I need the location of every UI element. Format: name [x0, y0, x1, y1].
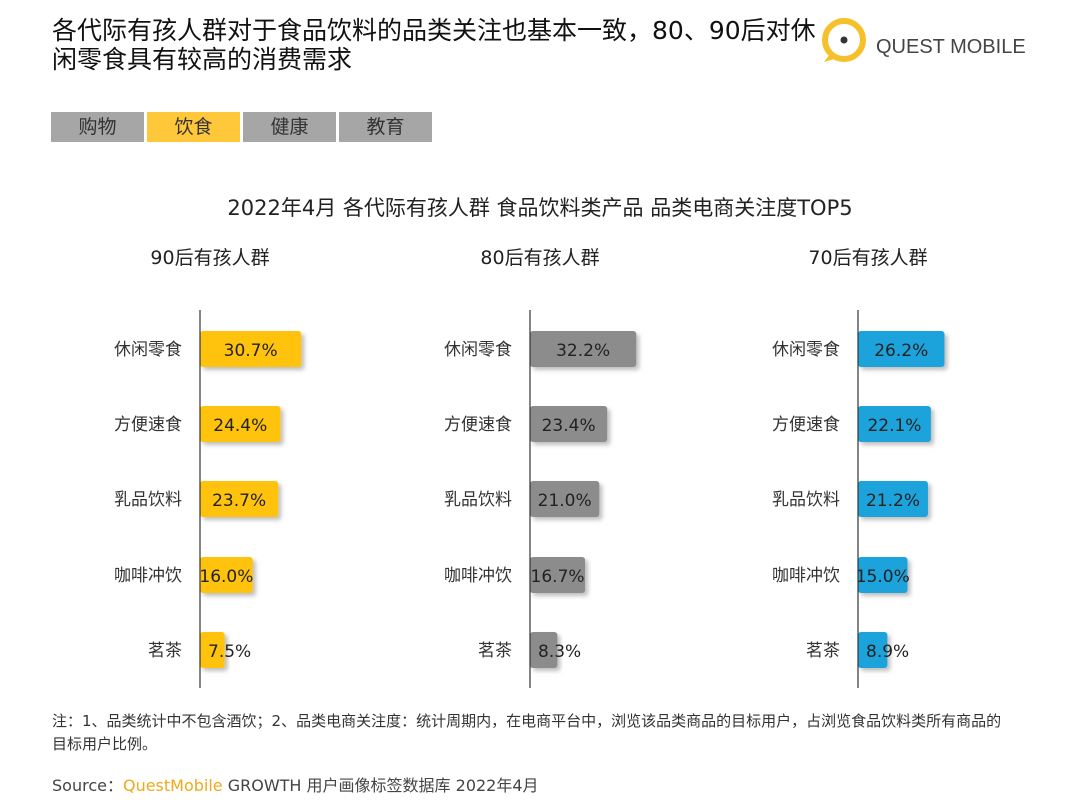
panel-title-80s: 80后有孩人群: [480, 247, 600, 269]
category-label: 咖啡冲饮: [114, 566, 182, 586]
category-label: 方便速食: [772, 415, 840, 435]
category-label: 咖啡冲饮: [444, 566, 512, 586]
logo-text: QUEST MOBILE: [876, 35, 1026, 58]
data-label: 26.2%: [874, 341, 928, 361]
bar: [200, 557, 253, 593]
logo-icon: [822, 18, 866, 62]
category-label: 咖啡冲饮: [772, 566, 840, 586]
bar: [200, 632, 225, 668]
bar: [530, 632, 558, 668]
data-label: 15.0%: [856, 567, 910, 587]
bar: [200, 406, 281, 442]
category-tabs: 购物 饮食 健康 教育: [51, 112, 432, 142]
data-label: 16.0%: [199, 567, 253, 587]
source-brand: QuestMobile: [122, 776, 223, 795]
bar: [530, 481, 600, 517]
source-line: Source：QuestMobile GROWTH 用户画像标签数据库 2022…: [52, 772, 539, 796]
bar: [858, 557, 908, 593]
questmobile-logo: QUEST MOBILE: [818, 14, 1026, 66]
tab-education[interactable]: 教育: [339, 112, 432, 142]
chart-title: 2022年4月 各代际有孩人群 食品饮料类产品 品类电商关注度TOP5: [227, 196, 853, 220]
data-label: 21.2%: [866, 491, 920, 511]
footnote: 注：1、品类统计中不包含酒饮；2、品类电商关注度：统计周期内，在电商平台中，浏览…: [52, 712, 1002, 753]
bar: [530, 557, 586, 593]
category-label: 休闲零食: [444, 340, 512, 360]
bar: [530, 331, 637, 367]
panel-title-70s: 70后有孩人群: [808, 247, 928, 269]
data-label: 23.4%: [542, 416, 596, 436]
data-label: 32.2%: [556, 341, 610, 361]
category-label: 茗茶: [148, 641, 182, 661]
source-prefix: Source：: [52, 776, 123, 795]
category-label: 休闲零食: [772, 340, 840, 360]
source-rest: GROWTH 用户画像标签数据库 2022年4月: [222, 776, 539, 795]
category-label: 方便速食: [444, 415, 512, 435]
category-label: 乳品饮料: [114, 490, 182, 510]
category-label: 茗茶: [478, 641, 512, 661]
data-label: 24.4%: [213, 416, 267, 436]
category-label: 茗茶: [806, 641, 840, 661]
data-label: 23.7%: [212, 491, 266, 511]
bar: [858, 331, 945, 367]
tab-food[interactable]: 饮食: [147, 112, 240, 142]
category-label: 乳品饮料: [444, 490, 512, 510]
data-label: 16.7%: [531, 567, 585, 587]
bar: [858, 481, 928, 517]
bar: [858, 632, 888, 668]
data-label: 22.1%: [867, 416, 921, 436]
bar: [200, 331, 302, 367]
category-label: 乳品饮料: [772, 490, 840, 510]
data-label: 21.0%: [538, 491, 592, 511]
data-label: 30.7%: [224, 341, 278, 361]
bar: [858, 406, 931, 442]
tab-shopping[interactable]: 购物: [51, 112, 144, 142]
category-label: 休闲零食: [114, 340, 182, 360]
page-title: 各代际有孩人群对于食品饮料的品类关注也基本一致，80、90后对休闲零食具有较高的…: [52, 16, 816, 74]
bar: [530, 406, 608, 442]
data-label: 8.3%: [538, 642, 581, 662]
category-label: 方便速食: [114, 415, 182, 435]
bar: [200, 481, 279, 517]
data-label: 7.5%: [208, 642, 251, 662]
panel-title-90s: 90后有孩人群: [150, 247, 270, 269]
data-label: 8.9%: [866, 642, 909, 662]
tab-health[interactable]: 健康: [243, 112, 336, 142]
